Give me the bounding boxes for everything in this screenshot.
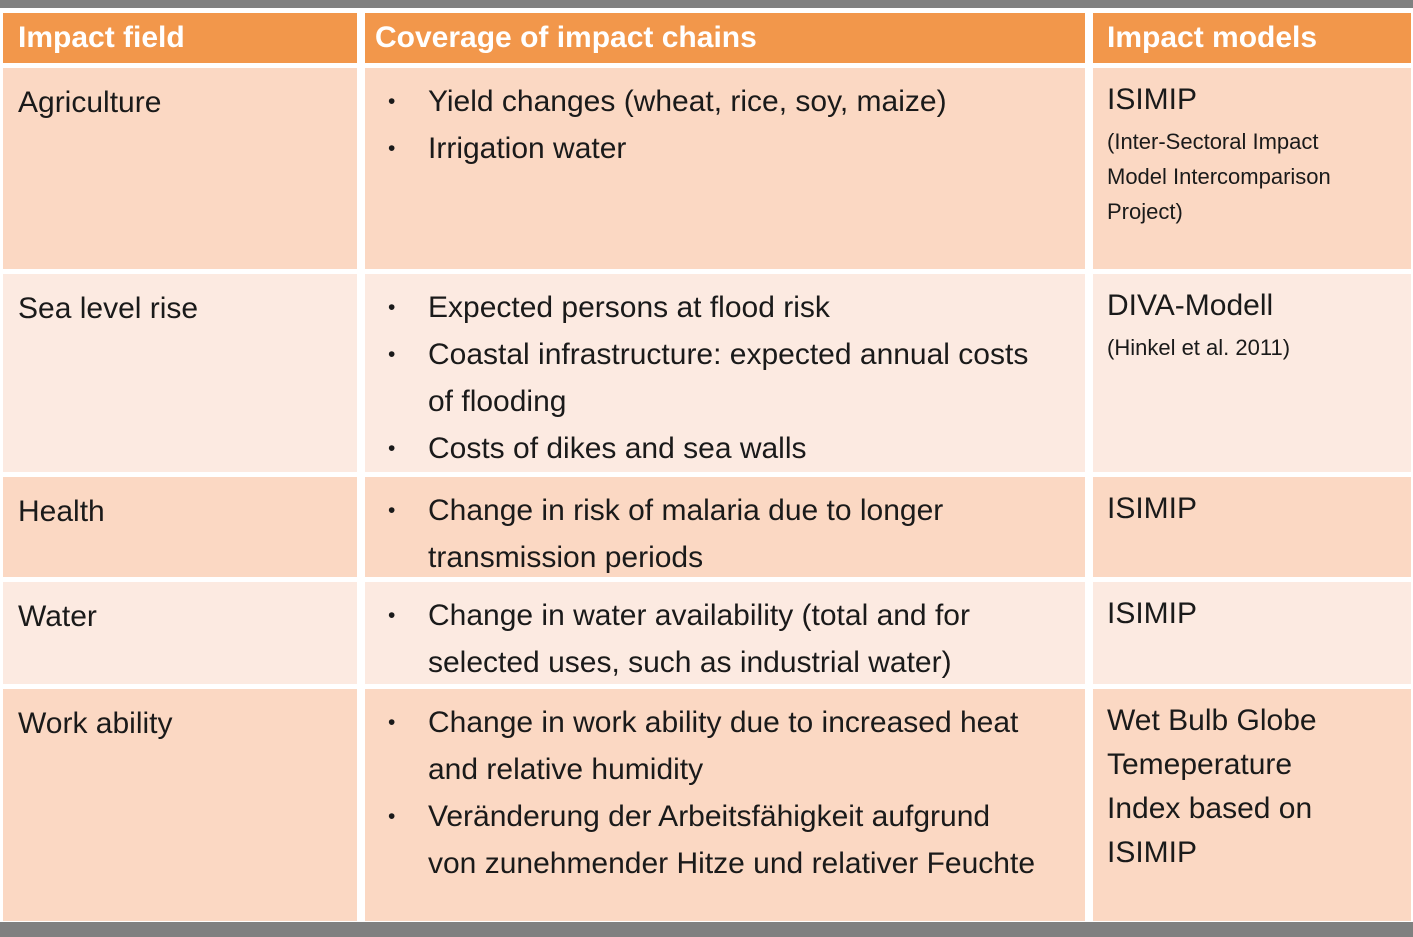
bullet-list: • Change in water availability (total and… <box>385 592 1040 686</box>
bullet-icon: • <box>388 711 396 734</box>
model-name: ISIMIP <box>1107 597 1198 630</box>
cell-sea-level-rise-field: Sea level rise <box>3 274 357 472</box>
bullet-list: • Change in risk of malaria due to longer… <box>385 487 1040 581</box>
cell-health-chains: • Change in risk of malaria due to longer… <box>365 477 1085 577</box>
cell-agriculture-model: ISIMIP (Inter-Sectoral Impact Model Inte… <box>1093 68 1411 269</box>
bullet-text: Costs of dikes and sea walls <box>428 432 807 465</box>
bottom-gray-bar <box>0 922 1413 937</box>
bullet-list: • Expected persons at flood risk • Coastal… <box>385 284 1040 472</box>
bullet-icon: • <box>388 805 396 828</box>
bullet-text: Veränderung der Arbeitsfähigkeit aufgrun… <box>428 800 1036 880</box>
cell-work-ability-chains: • Change in work ability due to increased… <box>365 689 1085 921</box>
bullet-icon: • <box>388 437 396 460</box>
cell-water-chains: • Change in water availability (total and… <box>365 582 1085 684</box>
bullet-list: • Change in work ability due to increased… <box>385 699 1040 887</box>
bullet-text: Irrigation water <box>428 132 627 165</box>
bullet-text: Change in water availability (total and … <box>428 599 970 679</box>
list-item: • Change in water availability (total and… <box>385 592 1040 686</box>
model-note: (Hinkel et al. 2011) <box>1107 335 1291 360</box>
bullet-icon: • <box>388 296 396 319</box>
model-name: ISIMIP <box>1107 492 1198 525</box>
list-item: • Expected persons at flood risk <box>385 284 1040 331</box>
cell-sea-level-rise-chains: • Expected persons at flood risk • Coastal… <box>365 274 1085 472</box>
list-item: • Veränderung der Arbeitsfähigkeit aufgru… <box>385 793 1040 887</box>
list-item: • Change in work ability due to increased… <box>385 699 1040 793</box>
bullet-list: • Yield changes (wheat, rice, soy, maize)… <box>385 78 1040 172</box>
bullet-text: Coastal infrastructure: expected annual … <box>428 338 1029 418</box>
model-name: ISIMIP <box>1107 83 1198 116</box>
list-item: • Irrigation water <box>385 125 1040 172</box>
cell-work-ability-field: Work ability <box>3 689 357 921</box>
list-item: • Change in risk of malaria due to longer… <box>385 487 1040 581</box>
cell-sea-level-rise-model: DIVA-Modell (Hinkel et al. 2011) <box>1093 274 1411 472</box>
column-header-impact-models: Impact models <box>1093 13 1411 63</box>
bullet-text: Change in risk of malaria due to longer … <box>428 494 944 574</box>
bullet-icon: • <box>388 499 396 522</box>
impact-table: Impact field Coverage of impact chains I… <box>3 13 1411 921</box>
column-header-coverage-of-impact-chains: Coverage of impact chains <box>365 13 1085 63</box>
cell-agriculture-chains: • Yield changes (wheat, rice, soy, maize)… <box>365 68 1085 269</box>
bullet-text: Change in work ability due to increased … <box>428 706 1019 786</box>
bullet-icon: • <box>388 90 396 113</box>
column-header-impact-field: Impact field <box>3 13 357 63</box>
top-gray-bar <box>0 0 1413 8</box>
bullet-text: Yield changes (wheat, rice, soy, maize) <box>428 85 947 118</box>
bullet-icon: • <box>388 343 396 366</box>
list-item: • Yield changes (wheat, rice, soy, maize) <box>385 78 1040 125</box>
model-name: DIVA-Modell <box>1107 289 1274 322</box>
model-name: Wet Bulb Globe Temeperature Index based … <box>1107 704 1317 869</box>
cell-health-field: Health <box>3 477 357 577</box>
cell-water-field: Water <box>3 582 357 684</box>
bullet-text: Expected persons at flood risk <box>428 291 830 324</box>
bullet-icon: • <box>388 604 396 627</box>
model-note: (Inter-Sectoral Impact Model Intercompar… <box>1107 129 1331 224</box>
list-item: • Coastal infrastructure: expected annual… <box>385 331 1040 425</box>
cell-agriculture-field: Agriculture <box>3 68 357 269</box>
cell-work-ability-model: Wet Bulb Globe Temeperature Index based … <box>1093 689 1411 921</box>
list-item: • Costs of dikes and sea walls <box>385 425 1040 472</box>
cell-health-model: ISIMIP <box>1093 477 1411 577</box>
bullet-icon: • <box>388 137 396 160</box>
cell-water-model: ISIMIP <box>1093 582 1411 684</box>
